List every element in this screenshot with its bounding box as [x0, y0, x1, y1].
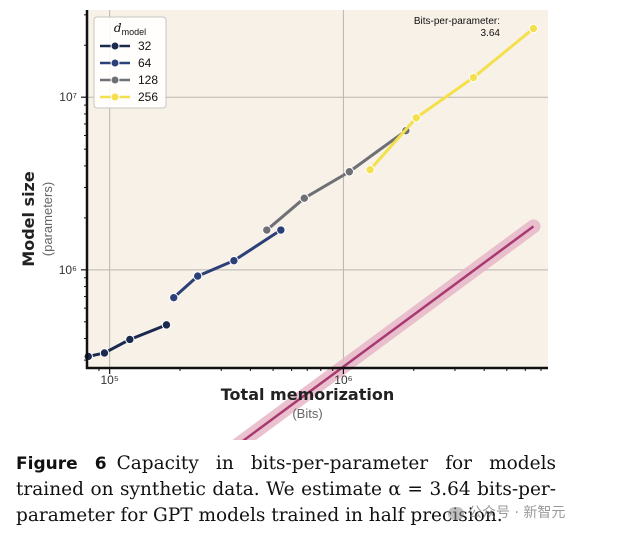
series-point-32-1 [99, 348, 110, 358]
watermark-text: 公众号 · 新智元 [468, 505, 566, 521]
legend-marker-256 [110, 92, 120, 102]
wechat-icon [448, 506, 464, 520]
series-64 [169, 225, 286, 303]
series-point-128-2 [344, 167, 355, 177]
series-group [83, 23, 539, 362]
series-point-256-3 [528, 23, 539, 34]
series-128 [262, 125, 411, 235]
series-point-256-0 [365, 165, 375, 175]
y-tick-label-1: 10⁷ [59, 90, 77, 104]
series-line-256 [368, 27, 535, 171]
x-axis-sublabel: (Bits) [292, 406, 322, 421]
annotation-line-1: 3.64 [481, 28, 501, 39]
series-256 [365, 23, 539, 175]
y-axis-sublabel: (parameters) [40, 182, 55, 256]
watermark: 公众号 · 新智元 [448, 502, 565, 522]
legend-label-32: 32 [138, 39, 152, 53]
annotation: Bits-per-parameter:3.64 [414, 16, 501, 39]
x-tick-label-1: 10⁶ [334, 373, 352, 387]
y-tick-label-0: 10⁶ [59, 263, 77, 277]
series-point-128-1 [299, 193, 309, 203]
figure-caption: Figure 6 Capacity in bits-per-parameter f… [16, 451, 556, 529]
fit-line-path [242, 225, 535, 440]
legend-marker-128 [110, 75, 120, 85]
x-tick-label-0: 10⁵ [100, 373, 118, 387]
legend-label-256: 256 [138, 90, 158, 104]
fit-line [232, 219, 541, 440]
legend-title-sub: model [122, 27, 147, 37]
series-line-32 [87, 323, 168, 358]
series-point-128-0 [262, 225, 272, 235]
series-line-128 [265, 129, 407, 232]
series-point-64-1 [192, 271, 203, 281]
series-point-32-3 [161, 320, 172, 330]
legend-marker-64 [110, 58, 120, 68]
series-point-256-1 [411, 113, 422, 123]
chart: 10⁵ 10⁶ 10⁶ 10⁷ Total memorization (Bits) Mod… [19, 10, 548, 440]
series-point-64-0 [169, 292, 179, 303]
series-point-32-2 [125, 334, 135, 345]
ticks: 10⁵ 10⁶ 10⁶ 10⁷ [59, 14, 542, 387]
series-32 [83, 320, 172, 362]
series-point-64-2 [229, 255, 239, 266]
legend-marker-32 [110, 41, 120, 51]
series-point-64-3 [276, 225, 286, 235]
annotation-line-0: Bits-per-parameter: [414, 16, 500, 27]
legend-label-64: 64 [138, 56, 152, 70]
axis-labels: Total memorization (Bits) Model size (param… [19, 171, 394, 421]
series-line-64 [172, 228, 282, 299]
caption-label: Figure 6 [16, 454, 107, 474]
series-point-256-2 [468, 72, 479, 83]
y-axis-label: Model size [19, 171, 38, 267]
legend-label-128: 128 [138, 73, 158, 87]
x-axis-label: Total memorization [221, 385, 394, 404]
caption-text: Capacity in bits-per-parameter for model… [16, 453, 557, 526]
axes [85, 10, 548, 370]
series-point-32-0 [83, 351, 93, 362]
